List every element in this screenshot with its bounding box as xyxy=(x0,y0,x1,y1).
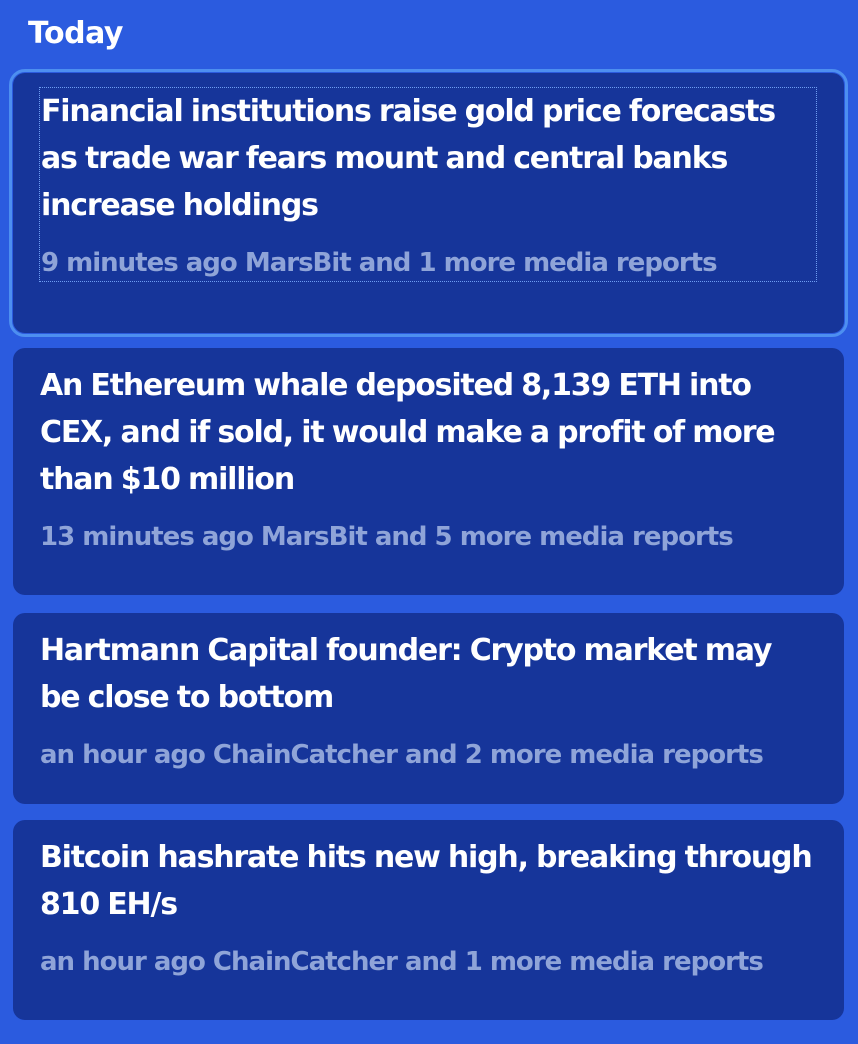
news-card-content: An Ethereum whale deposited 8,139 ETH in… xyxy=(40,362,816,555)
news-card-content: Hartmann Capital founder: Crypto market … xyxy=(40,627,816,773)
news-meta: 13 minutes ago MarsBit and 5 more media … xyxy=(40,522,734,552)
news-card[interactable]: Hartmann Capital founder: Crypto market … xyxy=(13,613,844,804)
news-meta: an hour ago ChainCatcher and 1 more medi… xyxy=(40,947,764,977)
news-card-content: Financial institutions raise gold price … xyxy=(39,87,817,282)
news-headline[interactable]: An Ethereum whale deposited 8,139 ETH in… xyxy=(40,368,776,497)
news-headline[interactable]: Hartmann Capital founder: Crypto market … xyxy=(40,633,772,715)
news-card[interactable]: An Ethereum whale deposited 8,139 ETH in… xyxy=(13,348,844,595)
news-card[interactable]: Financial institutions raise gold price … xyxy=(9,69,848,337)
news-card-content: Bitcoin hashrate hits new high, breaking… xyxy=(40,834,816,980)
news-headline[interactable]: Bitcoin hashrate hits new high, breaking… xyxy=(40,840,813,922)
news-headline[interactable]: Financial institutions raise gold price … xyxy=(41,94,776,223)
news-meta: 9 minutes ago MarsBit and 1 more media r… xyxy=(41,248,718,278)
news-meta: an hour ago ChainCatcher and 2 more medi… xyxy=(40,740,764,770)
news-card[interactable]: Bitcoin hashrate hits new high, breaking… xyxy=(13,820,844,1020)
section-title-today: Today xyxy=(28,16,123,51)
